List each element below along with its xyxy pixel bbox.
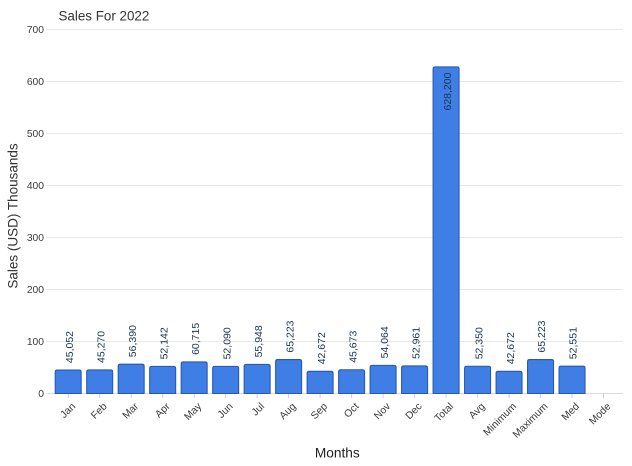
svg-text:42,672: 42,672: [316, 332, 328, 364]
svg-text:600: 600: [27, 77, 44, 88]
svg-text:Sales (USD) Thousands: Sales (USD) Thousands: [6, 143, 21, 289]
svg-text:65,223: 65,223: [536, 320, 548, 352]
svg-text:45,270: 45,270: [95, 331, 107, 363]
svg-text:52,142: 52,142: [158, 327, 170, 359]
svg-text:55,948: 55,948: [253, 325, 265, 357]
svg-text:65,223: 65,223: [284, 320, 296, 352]
svg-text:56,390: 56,390: [127, 325, 139, 357]
svg-text:700: 700: [27, 25, 44, 36]
svg-text:400: 400: [27, 181, 44, 192]
svg-text:45,673: 45,673: [347, 331, 359, 363]
svg-text:52,090: 52,090: [221, 327, 233, 359]
svg-text:500: 500: [27, 129, 44, 140]
svg-text:52,551: 52,551: [568, 327, 580, 359]
svg-text:628,200: 628,200: [442, 72, 454, 110]
svg-text:54,064: 54,064: [379, 326, 391, 358]
svg-text:200: 200: [27, 285, 44, 296]
svg-text:Sales For 2022: Sales For 2022: [59, 9, 150, 24]
svg-text:45,052: 45,052: [64, 331, 76, 363]
svg-text:100: 100: [27, 337, 44, 348]
svg-text:0: 0: [38, 389, 44, 400]
svg-text:Months: Months: [315, 445, 360, 460]
svg-text:42,672: 42,672: [505, 332, 517, 364]
svg-text:60,715: 60,715: [190, 323, 202, 355]
svg-text:300: 300: [27, 233, 44, 244]
svg-text:52,961: 52,961: [410, 327, 422, 359]
svg-text:52,350: 52,350: [473, 327, 485, 359]
